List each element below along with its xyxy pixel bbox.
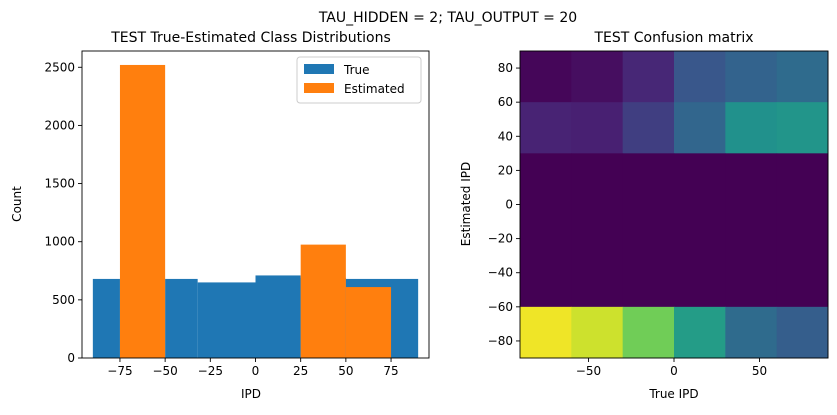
x-tick-label: 50: [752, 364, 767, 378]
y-tick-label: 20: [498, 163, 513, 177]
confusion-matrix-cells: [520, 51, 829, 359]
bar-true-3: [197, 282, 256, 358]
confusion-matrix-x-ticks: −50 0 50: [576, 358, 767, 378]
y-tick-label: 2500: [44, 60, 75, 74]
bar-true-0: [92, 278, 120, 358]
heatmap-cell-1-5: [776, 102, 829, 154]
bar-estimated-2: [345, 287, 392, 358]
legend-swatch-true: [304, 64, 334, 74]
heatmap-cell-1-4: [725, 102, 778, 154]
histogram-title: TEST True-Estimated Class Distributions: [110, 30, 391, 46]
x-tick-label: −50: [576, 364, 601, 378]
x-tick-label: −50: [152, 364, 177, 378]
legend-label-true: True: [343, 63, 370, 77]
heatmap-cell-3-4: [725, 306, 778, 359]
y-tick-label: −80: [488, 334, 513, 348]
legend-label-estimated: Estimated: [344, 82, 405, 96]
x-tick-label: 50: [338, 364, 353, 378]
y-tick-label: 80: [498, 61, 513, 75]
y-tick-label: −20: [488, 232, 513, 246]
heatmap-cell-0-3: [674, 51, 726, 103]
confusion-matrix-title: TEST Confusion matrix: [593, 30, 753, 46]
confusion-matrix-y-label: Estimated IPD: [459, 162, 473, 246]
x-tick-label: 75: [383, 364, 398, 378]
histogram-bars: [92, 64, 419, 359]
heatmap-cell-1-2: [622, 102, 675, 154]
histogram-chart: TEST True-Estimated Class Distributions …: [10, 30, 430, 401]
heatmap-cell-3-1: [571, 306, 624, 359]
y-tick-label: 0: [67, 351, 75, 365]
heatmap-cell-3-3: [674, 306, 726, 359]
y-tick-label: 40: [498, 129, 513, 143]
legend-swatch-estimated: [304, 83, 334, 93]
y-tick-label: 1000: [44, 235, 75, 249]
confusion-matrix-chart: TEST Confusion matrix −50 0 50 −80 −60 −40 −2…: [459, 30, 829, 401]
heatmap-cell-0-1: [571, 51, 624, 103]
heatmap-cell-1-1: [571, 102, 624, 154]
heatmap-cell-1-0: [520, 102, 572, 154]
histogram-legend: True Estimated: [296, 56, 422, 104]
bar-true-2: [165, 278, 198, 358]
confusion-matrix-x-label: True IPD: [648, 387, 698, 401]
y-tick-label: 1500: [44, 177, 75, 191]
heatmap-cell-2-2: [622, 153, 675, 308]
bar-true-4: [255, 275, 301, 358]
heatmap-cell-2-4: [725, 153, 778, 308]
heatmap-cell-2-5: [776, 153, 829, 308]
heatmap-cell-0-5: [776, 51, 829, 103]
bar-estimated-1: [300, 244, 346, 358]
heatmap-cell-2-3: [674, 153, 726, 308]
heatmap-cell-2-1: [571, 153, 624, 308]
heatmap-cell-0-0: [520, 51, 572, 103]
bar-estimated-0: [119, 64, 166, 359]
heatmap-cell-0-2: [622, 51, 675, 103]
heatmap-cell-1-3: [674, 102, 726, 154]
heatmap-cell-3-5: [776, 306, 829, 359]
x-tick-label: −25: [198, 364, 223, 378]
heatmap-cell-2-0: [520, 153, 572, 308]
histogram-x-label: IPD: [241, 387, 261, 401]
histogram-y-label: Count: [10, 186, 24, 222]
heatmap-cell-3-0: [520, 306, 572, 359]
x-tick-label: 0: [670, 364, 678, 378]
y-tick-label: 0: [505, 198, 513, 212]
y-tick-label: −60: [488, 300, 513, 314]
y-tick-label: 2000: [44, 118, 75, 132]
y-tick-label: −40: [488, 266, 513, 280]
figure-suptitle: TAU_HIDDEN = 2; TAU_OUTPUT = 20: [318, 10, 577, 26]
x-tick-label: 25: [293, 364, 308, 378]
heatmap-cell-3-2: [622, 306, 675, 359]
heatmap-cell-0-4: [725, 51, 778, 103]
x-tick-label: −75: [107, 364, 132, 378]
histogram-y-ticks: 0 500 1000 1500 2000 2500: [44, 60, 82, 365]
confusion-matrix-y-ticks: −80 −60 −40 −20 0 20 40 60 80: [488, 61, 520, 348]
y-tick-label: 500: [52, 293, 75, 307]
x-tick-label: 0: [252, 364, 260, 378]
y-tick-label: 60: [498, 95, 513, 109]
histogram-x-ticks: −75 −50 −25 0 25 50 75: [107, 358, 399, 378]
